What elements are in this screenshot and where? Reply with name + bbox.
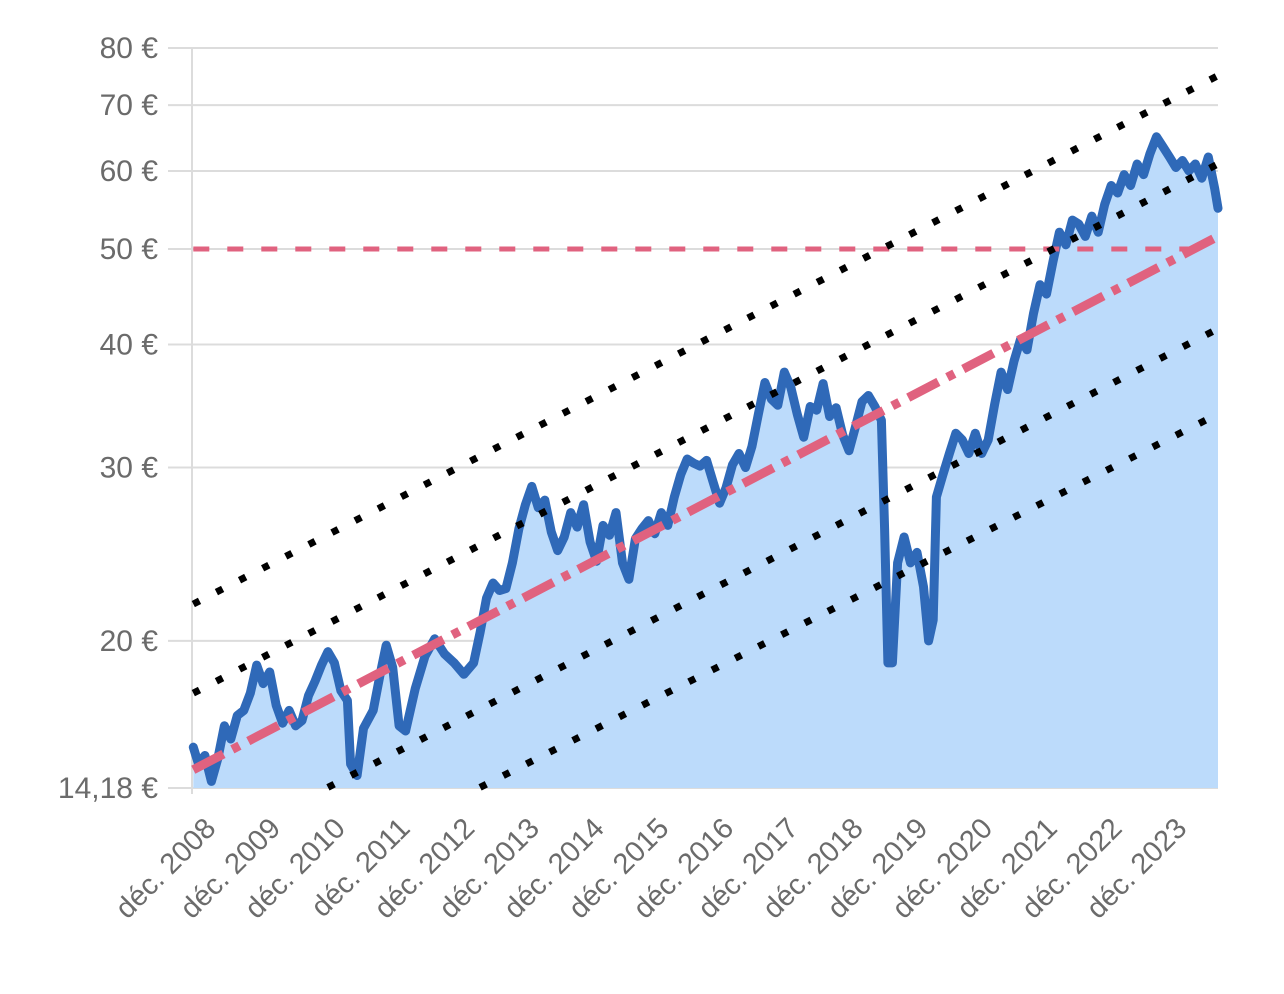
y-tick-label: 50 € bbox=[100, 233, 159, 266]
y-tick-label: 20 € bbox=[100, 625, 159, 658]
y-tick-label: 40 € bbox=[100, 328, 159, 361]
trend-line bbox=[191, 232, 1221, 774]
y-tick-label: 70 € bbox=[100, 89, 159, 122]
series-lines bbox=[188, 72, 1223, 791]
y-tick-label: 60 € bbox=[100, 155, 159, 188]
y-axis: 14,18 € 20 € 30 € 40 € 50 € 60 € 70 € 80 € bbox=[58, 32, 158, 805]
y-tick-label: 80 € bbox=[100, 32, 159, 65]
channel-line bbox=[191, 72, 1220, 608]
y-tick-label: 14,18 € bbox=[58, 772, 158, 805]
y-tick-label: 30 € bbox=[100, 451, 159, 484]
channel-line bbox=[326, 325, 1220, 791]
channel-line bbox=[191, 160, 1220, 697]
